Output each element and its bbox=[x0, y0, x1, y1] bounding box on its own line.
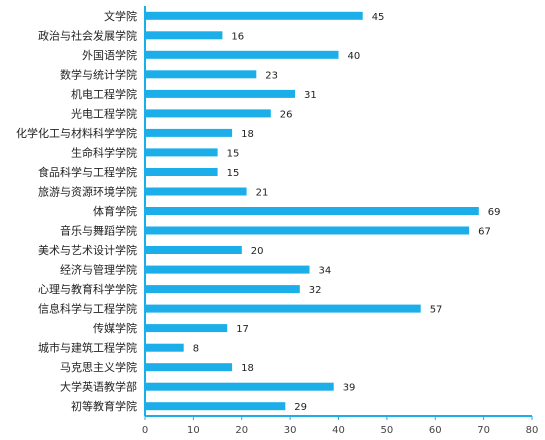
category-labels: 文学院政治与社会发展学院外国语学院数学与统计学院机电工程学院光电工程学院化学化工… bbox=[16, 9, 137, 413]
value-label-10: 69 bbox=[488, 207, 501, 218]
value-label-15: 57 bbox=[430, 305, 443, 316]
bar-1 bbox=[145, 31, 223, 40]
bars-group bbox=[145, 11, 479, 411]
bar-16 bbox=[145, 324, 228, 333]
bar-11 bbox=[145, 226, 470, 235]
value-label-18: 18 bbox=[241, 363, 254, 374]
value-label-14: 32 bbox=[309, 285, 322, 296]
bar-18 bbox=[145, 363, 233, 372]
value-label-1: 16 bbox=[231, 31, 244, 42]
value-label-13: 34 bbox=[319, 266, 332, 277]
bar-20 bbox=[145, 402, 286, 411]
bar-8 bbox=[145, 168, 218, 176]
bar-5 bbox=[145, 109, 271, 118]
value-label-4: 31 bbox=[304, 90, 317, 101]
bar-12 bbox=[145, 246, 242, 254]
category-label-9: 旅游与资源环境学院 bbox=[38, 185, 137, 199]
bar-14 bbox=[145, 285, 300, 294]
category-label-13: 经济与管理学院 bbox=[60, 263, 137, 277]
value-label-17: 8 bbox=[193, 344, 199, 355]
value-label-20: 29 bbox=[294, 402, 307, 413]
category-label-8: 食品科学与工程学院 bbox=[38, 165, 137, 179]
category-label-18: 马克思主义学院 bbox=[60, 360, 137, 374]
x-tick-label-7: 70 bbox=[477, 425, 490, 436]
value-label-16: 17 bbox=[236, 324, 249, 335]
bar-13 bbox=[145, 265, 310, 274]
bar-17 bbox=[145, 343, 184, 352]
value-label-19: 39 bbox=[343, 383, 356, 394]
category-label-12: 美术与艺术设计学院 bbox=[38, 243, 137, 257]
value-label-0: 45 bbox=[372, 12, 385, 23]
category-label-4: 机电工程学院 bbox=[71, 87, 137, 101]
x-tick-label-8: 80 bbox=[526, 425, 539, 436]
value-label-5: 26 bbox=[280, 109, 293, 120]
category-label-15: 信息科学与工程学院 bbox=[38, 302, 137, 316]
value-label-3: 23 bbox=[265, 70, 278, 81]
value-label-8: 15 bbox=[227, 168, 240, 179]
category-label-20: 初等教育学院 bbox=[71, 399, 137, 413]
bar-4 bbox=[145, 89, 295, 98]
bar-6 bbox=[145, 128, 233, 137]
category-label-11: 音乐与舞蹈学院 bbox=[60, 224, 137, 238]
x-tick-label-4: 40 bbox=[332, 425, 345, 436]
category-label-0: 文学院 bbox=[104, 9, 137, 23]
category-label-19: 大学英语教学部 bbox=[60, 380, 137, 394]
category-label-3: 数学与统计学院 bbox=[60, 67, 137, 81]
category-label-5: 光电工程学院 bbox=[71, 106, 137, 120]
category-label-2: 外国语学院 bbox=[82, 48, 137, 62]
value-label-6: 18 bbox=[241, 129, 254, 140]
x-axis: 0 10 20 30 40 50 60 70 80 bbox=[142, 415, 539, 436]
value-label-11: 67 bbox=[478, 227, 491, 238]
category-label-17: 城市与建筑工程学院 bbox=[38, 341, 137, 355]
value-label-7: 15 bbox=[227, 148, 240, 159]
bar-7 bbox=[145, 148, 218, 157]
x-tick-label-6: 60 bbox=[429, 425, 442, 436]
bar-15 bbox=[145, 304, 421, 313]
bar-3 bbox=[145, 70, 257, 79]
bar-9 bbox=[145, 187, 247, 196]
x-tick-label-3: 30 bbox=[284, 425, 297, 436]
value-label-9: 21 bbox=[256, 188, 269, 199]
value-labels: 4516402331261815152169672034325717818392… bbox=[193, 12, 501, 413]
category-label-10: 体育学院 bbox=[93, 204, 137, 218]
value-label-2: 40 bbox=[348, 51, 361, 62]
category-label-14: 心理与教育科学学院 bbox=[38, 282, 137, 296]
bar-19 bbox=[145, 382, 334, 391]
bar-2 bbox=[145, 50, 339, 59]
x-tick-label-1: 10 bbox=[187, 425, 200, 436]
category-label-16: 传媒学院 bbox=[93, 321, 137, 335]
x-tick-label-2: 20 bbox=[235, 425, 248, 436]
bar-10 bbox=[145, 207, 479, 215]
x-tick-label-5: 50 bbox=[381, 425, 394, 436]
value-label-12: 20 bbox=[251, 246, 264, 257]
bar-0 bbox=[145, 11, 363, 20]
category-label-7: 生命科学学院 bbox=[71, 145, 137, 159]
category-label-6: 化学化工与材料科学学院 bbox=[16, 126, 137, 140]
x-tick-label-0: 0 bbox=[142, 425, 148, 436]
category-label-1: 政治与社会发展学院 bbox=[38, 28, 137, 42]
